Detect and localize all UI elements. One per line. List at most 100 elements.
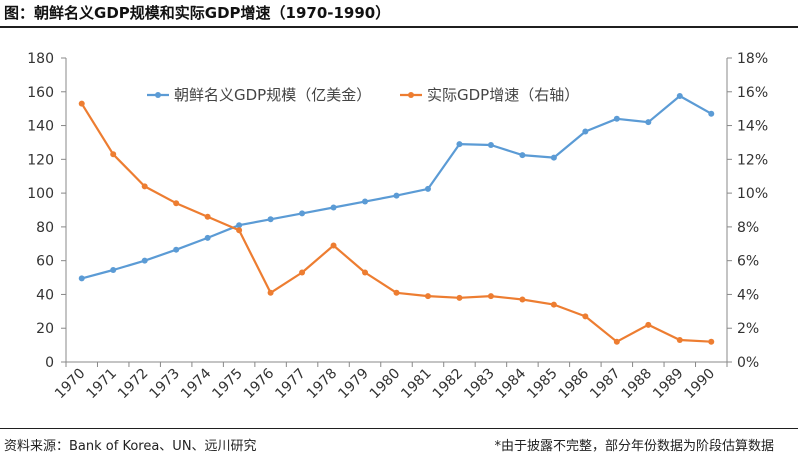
left-tick-label: 40 — [36, 287, 54, 303]
data-point — [299, 210, 306, 217]
legend-swatch-marker — [408, 92, 414, 98]
data-point — [330, 242, 337, 249]
data-point — [78, 100, 85, 107]
data-point — [487, 293, 494, 300]
data-point — [582, 313, 589, 320]
data-point — [204, 234, 211, 241]
left-tick-label: 80 — [36, 220, 54, 236]
x-axis-ticks: 1970197119721973197419751976197719781979… — [52, 362, 728, 403]
data-point — [330, 204, 337, 211]
legend-item-2: 实际GDP增速（右轴） — [400, 86, 579, 104]
x-tick-label: 1976 — [241, 365, 278, 402]
data-point — [424, 293, 431, 300]
chart-axes — [65, 58, 728, 363]
data-point — [645, 119, 652, 126]
right-axis-ticks: 0% 2% 4% 6% 8% 10% 12% 14% 16% 18% — [727, 51, 768, 371]
left-tick-label: 0 — [45, 355, 54, 371]
left-tick-label: 120 — [27, 152, 54, 168]
legend-label: 朝鲜名义GDP规模（亿美金） — [174, 86, 371, 104]
data-point — [487, 141, 494, 148]
data-point — [110, 151, 117, 158]
x-tick-label: 1974 — [178, 365, 215, 402]
legend-swatch-marker — [155, 92, 161, 98]
data-point — [236, 222, 243, 229]
data-point — [267, 289, 274, 296]
x-tick-label: 1989 — [650, 366, 687, 403]
x-tick-label: 1988 — [619, 366, 656, 403]
right-tick-label: 18% — [737, 51, 768, 67]
legend-item-1: 朝鲜名义GDP规模（亿美金） — [147, 86, 371, 104]
data-point — [267, 216, 274, 223]
right-tick-label: 6% — [737, 254, 759, 270]
data-point — [676, 337, 683, 344]
left-tick-label: 160 — [27, 85, 54, 101]
x-tick-label: 1970 — [52, 366, 89, 403]
x-tick-label: 1990 — [682, 366, 719, 403]
x-tick-label: 1979 — [335, 366, 372, 403]
right-tick-label: 0% — [737, 355, 759, 371]
series-1 — [78, 93, 715, 282]
data-point — [519, 152, 526, 159]
data-point — [110, 266, 117, 273]
chart-title: 图：朝鲜名义GDP规模和实际GDP增速（1970-1990） — [4, 4, 391, 22]
x-tick-label: 1986 — [556, 365, 593, 402]
x-tick-label: 1982 — [430, 366, 467, 403]
data-point — [78, 275, 85, 282]
data-point — [519, 296, 526, 303]
right-tick-label: 4% — [737, 287, 759, 303]
data-point — [708, 110, 715, 117]
left-axis-ticks: 0 20 40 60 80 100 120 140 160 180 — [27, 51, 66, 371]
data-point — [582, 128, 589, 135]
data-point — [613, 338, 620, 345]
left-tick-label: 140 — [27, 119, 54, 135]
data-point — [393, 289, 400, 296]
right-tick-label: 12% — [737, 152, 768, 168]
data-point — [708, 338, 715, 345]
x-tick-label: 1978 — [304, 366, 341, 403]
x-tick-label: 1972 — [115, 366, 152, 403]
right-tick-label: 10% — [737, 186, 768, 202]
data-point — [299, 269, 306, 276]
x-tick-label: 1971 — [84, 366, 121, 403]
data-point — [613, 115, 620, 122]
right-tick-label: 14% — [737, 119, 768, 135]
x-tick-label: 1983 — [461, 366, 498, 403]
legend-label: 实际GDP增速（右轴） — [427, 86, 579, 104]
left-tick-label: 180 — [27, 51, 54, 67]
x-tick-label: 1973 — [146, 366, 183, 403]
title-rule — [0, 26, 798, 28]
data-point — [236, 227, 243, 234]
right-tick-label: 2% — [737, 321, 759, 337]
data-point — [173, 200, 180, 207]
data-point — [362, 198, 369, 205]
data-point — [456, 141, 463, 148]
x-tick-label: 1984 — [493, 365, 530, 402]
data-point — [141, 183, 148, 190]
chart-series — [78, 93, 715, 345]
series-2 — [78, 100, 715, 345]
left-tick-label: 100 — [27, 186, 54, 202]
chart-legend: 朝鲜名义GDP规模（亿美金） 实际GDP增速（右轴） — [147, 86, 579, 104]
x-tick-label: 1977 — [272, 366, 309, 403]
data-point — [393, 192, 400, 199]
x-tick-label: 1985 — [524, 366, 561, 403]
footer-rule — [0, 428, 798, 429]
right-tick-label: 8% — [737, 220, 759, 236]
left-tick-label: 60 — [36, 254, 54, 270]
data-point — [550, 154, 557, 161]
left-tick-label: 20 — [36, 321, 54, 337]
right-tick-label: 16% — [737, 85, 768, 101]
data-point — [424, 185, 431, 192]
data-point — [645, 321, 652, 328]
x-tick-label: 1975 — [209, 366, 246, 403]
x-tick-label: 1987 — [587, 366, 624, 403]
source-note: 资料来源：Bank of Korea、UN、远川研究 — [4, 439, 257, 454]
data-point — [173, 246, 180, 253]
data-point — [141, 257, 148, 264]
line-chart: 0 20 40 60 80 100 120 140 160 180 0% 2% 4% 6% 8% 10% 12… — [27, 51, 768, 403]
data-point — [550, 301, 557, 308]
data-point — [204, 213, 211, 220]
data-point — [456, 294, 463, 301]
x-tick-label: 1981 — [398, 366, 435, 403]
data-point — [676, 93, 683, 99]
